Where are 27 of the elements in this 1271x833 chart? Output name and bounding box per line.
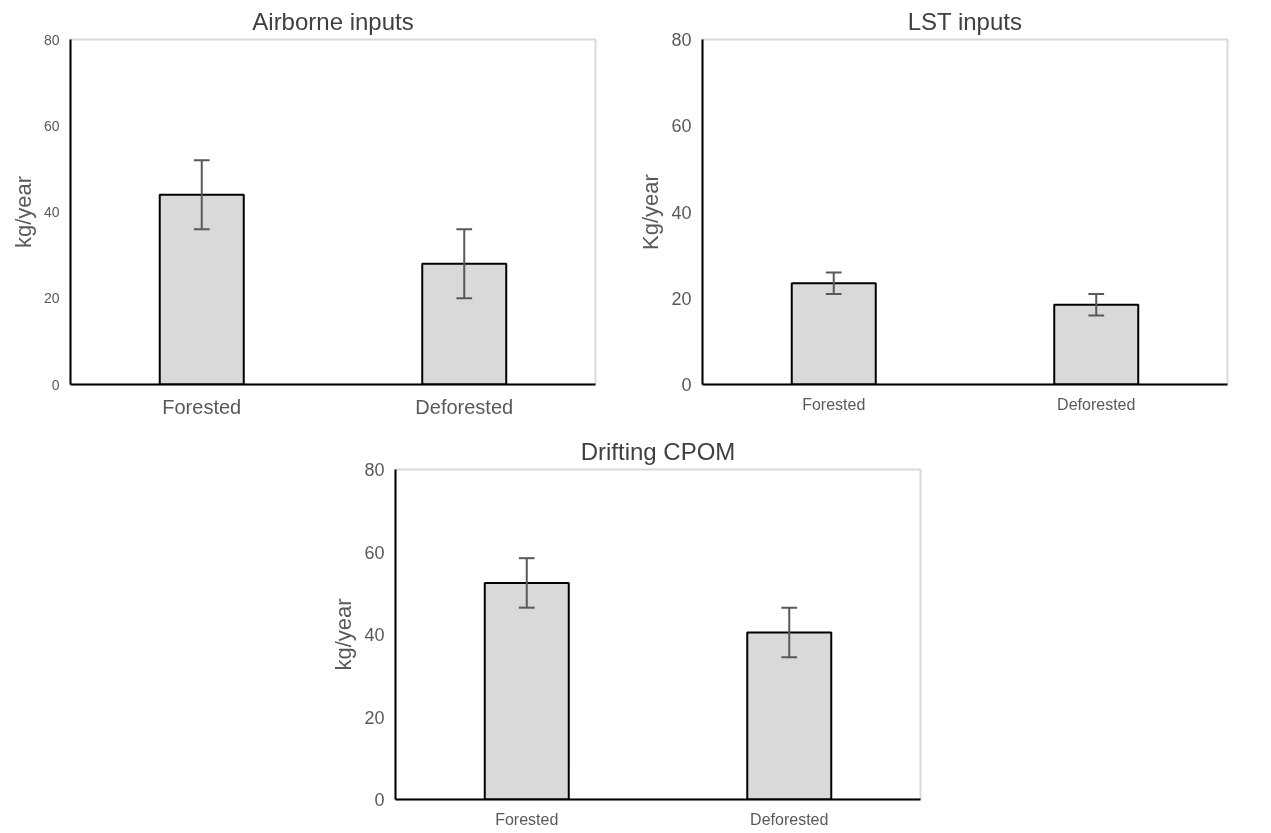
y-axis-title: Kg/year [638, 174, 664, 250]
chart-title: Airborne inputs [252, 7, 414, 35]
x-tick-label: Forested [802, 395, 866, 413]
x-tick-label: Forested [495, 810, 559, 828]
y-axis-title: kg/year [10, 175, 36, 249]
y-tick-label: 20 [671, 288, 692, 309]
chart-title: LST inputs [907, 7, 1022, 35]
y-tick-label: 20 [43, 290, 60, 307]
y-axis-title: kg/year [331, 598, 357, 671]
x-tick-label: Forested [162, 395, 242, 418]
y-tick-label: 60 [364, 542, 385, 563]
y-tick-label: 0 [681, 375, 692, 395]
y-tick-label: 80 [671, 30, 692, 50]
y-tick-label: 0 [374, 790, 385, 810]
x-tick-label: Deforested [750, 810, 829, 828]
y-tick-label: 40 [671, 202, 692, 223]
y-tick-label: 60 [671, 116, 692, 137]
y-tick-label: 40 [364, 625, 385, 645]
y-tick-label: 20 [364, 707, 385, 728]
y-tick-label: 80 [364, 460, 385, 480]
x-tick-label: Deforested [415, 395, 514, 418]
chart-title: Drifting CPOM [580, 437, 736, 465]
y-tick-label: 60 [43, 117, 60, 134]
x-tick-label: Deforested [1057, 395, 1136, 413]
y-tick-label: 80 [43, 31, 60, 48]
y-tick-label: 40 [43, 204, 60, 220]
y-tick-label: 0 [51, 376, 60, 393]
